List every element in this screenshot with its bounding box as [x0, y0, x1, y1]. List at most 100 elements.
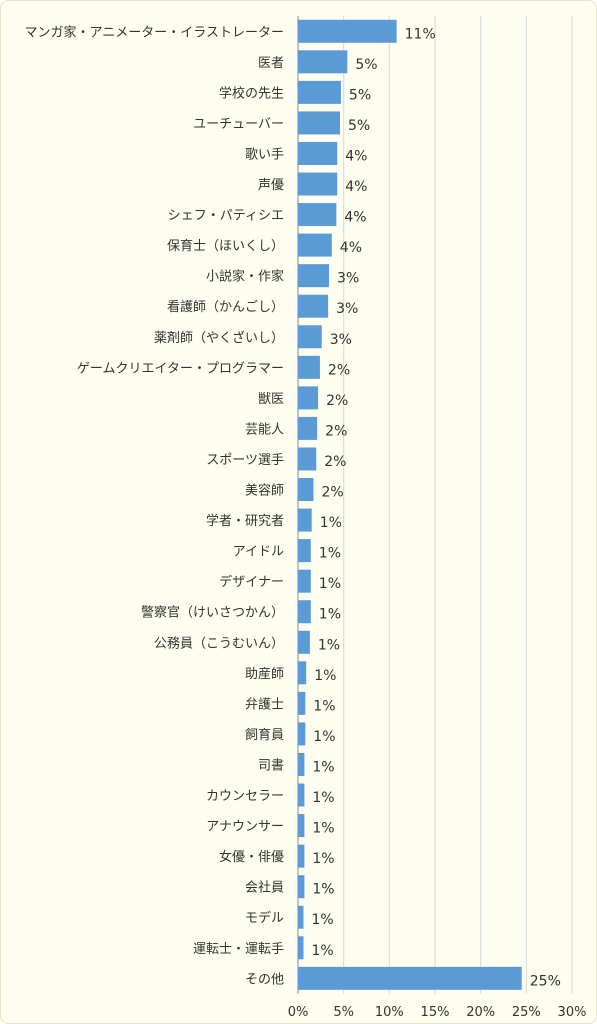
data-label: 5%: [349, 87, 371, 103]
data-label: 5%: [348, 118, 370, 134]
data-label: 1%: [314, 668, 336, 684]
x-tick-label: 10%: [375, 1005, 404, 1020]
data-label: 1%: [320, 515, 342, 531]
bar: [298, 814, 305, 838]
data-label: 1%: [311, 912, 333, 928]
category-label: マンガ家・アニメーター・イラストレーター: [25, 24, 284, 40]
category-label: ユーチューバー: [193, 117, 284, 132]
bar: [298, 416, 318, 440]
data-label: 2%: [328, 362, 350, 378]
category-label: 運転士・運転手: [193, 942, 284, 957]
bar: [298, 111, 341, 135]
category-label: 美容師: [245, 483, 284, 499]
bar: [298, 600, 311, 624]
data-label: 1%: [319, 546, 341, 562]
data-label: 3%: [337, 271, 359, 287]
category-label: ゲームクリエイター・プログラマー: [77, 361, 284, 376]
category-label: 看護師（かんごし）: [167, 299, 284, 315]
data-label: 4%: [345, 179, 367, 195]
category-label: モデル: [245, 910, 284, 926]
bar: [298, 386, 319, 410]
bar: [298, 141, 338, 165]
category-label: カウンセラー: [206, 789, 284, 804]
category-label: 薬剤師（やくざいし）: [154, 330, 284, 346]
data-label: 1%: [312, 821, 334, 837]
bar: [298, 508, 312, 532]
bar: [298, 630, 310, 654]
data-label: 1%: [312, 882, 334, 898]
category-label: 助産師: [245, 666, 284, 682]
bar: [298, 569, 311, 593]
bar: [298, 50, 348, 74]
data-label: 1%: [312, 851, 334, 867]
bar: [298, 936, 304, 960]
bar: [298, 80, 341, 104]
bar: [298, 264, 330, 288]
category-label: 会社員: [245, 880, 284, 896]
x-tick-label: 15%: [421, 1005, 450, 1020]
x-tick-label: 0%: [288, 1005, 309, 1020]
bar: [298, 233, 332, 257]
category-label: 学校の先生: [219, 85, 284, 101]
bar: [298, 722, 306, 746]
data-label: 2%: [322, 485, 344, 501]
bar: [298, 905, 304, 929]
bar: [298, 966, 522, 990]
category-label: 司書: [258, 758, 284, 773]
category-label: 公務員（こうむいん）: [154, 636, 284, 651]
data-label: 4%: [344, 210, 366, 226]
bar: [298, 203, 337, 227]
x-tick-label: 25%: [512, 1005, 541, 1020]
category-label: デザイナー: [219, 574, 284, 590]
bar: [298, 325, 322, 349]
x-tick-label: 20%: [466, 1005, 495, 1020]
category-label: 保育士（ほいくし）: [167, 238, 284, 254]
data-label: 2%: [326, 393, 348, 409]
category-label: アイドル: [233, 545, 284, 560]
data-label: 11%: [405, 26, 436, 42]
data-label: 3%: [336, 301, 358, 317]
data-label: 1%: [319, 576, 341, 592]
bar: [298, 478, 314, 502]
data-label: 2%: [324, 454, 346, 470]
data-label: 4%: [345, 148, 367, 164]
data-label: 3%: [330, 332, 352, 348]
bar: [298, 355, 320, 379]
data-label: 5%: [355, 57, 377, 73]
bar: [298, 844, 305, 868]
data-label: 25%: [530, 973, 561, 989]
category-label: 飼育員: [245, 727, 284, 743]
data-label: 1%: [313, 698, 335, 714]
category-label: アナウンサー: [206, 820, 284, 835]
bar: [298, 691, 306, 715]
x-tick-label: 5%: [333, 1005, 354, 1020]
bar: [298, 172, 338, 196]
category-label: 女優・俳優: [219, 849, 284, 865]
data-label: 1%: [313, 729, 335, 745]
bar: [298, 447, 317, 471]
category-label: 小説家・作家: [206, 269, 284, 285]
category-label: その他: [245, 972, 284, 987]
bar: [298, 661, 307, 685]
bar: [298, 539, 311, 563]
category-label: スポーツ選手: [206, 453, 284, 468]
category-label: 弁護士: [245, 696, 284, 712]
category-label: 獣医: [258, 392, 284, 407]
data-label: 1%: [318, 637, 340, 653]
data-label: 1%: [311, 943, 333, 959]
data-label: 1%: [319, 607, 341, 623]
category-label: シェフ・パティシエ: [168, 209, 284, 224]
data-label: 1%: [312, 790, 334, 806]
category-label: 歌い手: [245, 147, 284, 162]
data-label: 1%: [312, 759, 334, 775]
category-label: 声優: [258, 178, 284, 193]
data-label: 4%: [340, 240, 362, 256]
x-tick-label: 30%: [558, 1005, 587, 1020]
bar: [298, 875, 305, 899]
bar: [298, 752, 305, 776]
data-label: 2%: [325, 423, 347, 439]
category-label: 学者・研究者: [206, 513, 284, 529]
category-label: 医者: [258, 56, 284, 71]
category-label: 芸能人: [245, 421, 284, 437]
